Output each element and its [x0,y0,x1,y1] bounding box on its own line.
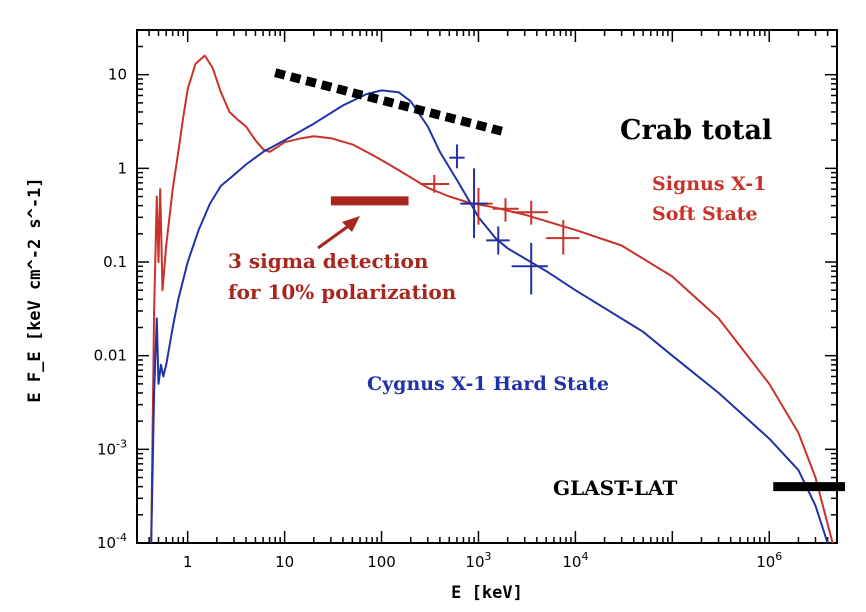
y-tick-label: 1 [117,159,127,177]
x-tick-label: 106 [756,550,782,571]
data-point [546,220,580,255]
data-point [492,198,519,222]
data-point [511,200,548,225]
y-tick-label: 0.01 [94,347,127,365]
x-tick-labels: 1 10 100 103 104 106 [183,550,782,571]
y-tick-labels: 10 1 0.1 0.01 10-3 10-4 [94,66,127,552]
cygnus-label: Cygnus X-1 Hard State [367,373,609,395]
x-tick-label: 104 [562,550,588,571]
series-layer [150,54,834,543]
data-point [486,226,510,255]
data-point [511,242,548,295]
tick-marks [136,29,838,544]
data-point [420,174,450,193]
y-tick-label: 10 [108,66,127,84]
y-tick-label: 10-4 [97,531,127,552]
crab-total-line [274,68,509,138]
glast-label: GLAST-LAT [553,476,677,500]
x-tick-label: 103 [465,550,491,571]
plot-frame [136,29,838,544]
crab-label: Crab total [620,115,772,146]
signus-label-line2: Soft State [652,203,758,225]
x-tick-label: 1 [183,553,193,571]
sigma-label-line2: for 10% polarization [228,280,457,304]
sigma-arrow [317,216,360,250]
signus-x-1-soft-state-line [150,54,834,543]
cygnus-x-1-hard-state-line [150,89,829,543]
signus-label-line1: Signus X-1 [652,173,766,195]
x-tick-label: 100 [367,553,396,571]
segments-layer [330,196,845,492]
x-axis-title: E [keV] [451,583,523,603]
y-axis-title: E F_E [keV cm^-2 s^-1] [25,177,45,402]
x-tick-label: 10 [275,553,294,571]
sigma-label-line1: 3 sigma detection [228,249,429,273]
markers-layer [420,144,580,295]
y-tick-label: 0.1 [103,253,127,271]
y-tick-label: 10-3 [97,437,127,458]
data-point [449,144,465,169]
data-point [460,168,488,239]
